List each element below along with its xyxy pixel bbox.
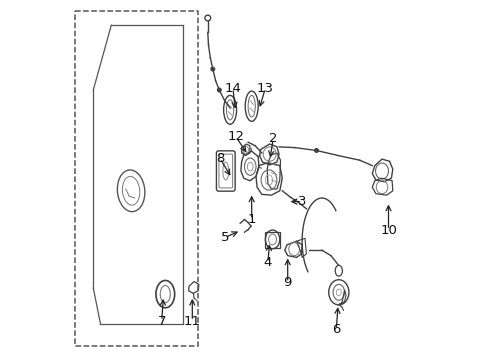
Text: 11: 11 [183,315,201,328]
Text: 6: 6 [331,323,340,336]
Text: 14: 14 [224,82,241,95]
Text: 8: 8 [215,152,224,165]
Text: 12: 12 [227,130,244,143]
Text: 10: 10 [379,224,396,237]
Text: 13: 13 [256,82,273,95]
Text: 3: 3 [297,195,305,208]
Text: 7: 7 [157,315,165,328]
Ellipse shape [314,149,318,152]
Text: 1: 1 [247,213,255,226]
Ellipse shape [211,67,214,71]
Text: 9: 9 [283,276,291,289]
Text: 4: 4 [263,256,271,269]
Text: 2: 2 [268,132,277,145]
Ellipse shape [217,88,221,92]
Text: 5: 5 [220,231,228,244]
